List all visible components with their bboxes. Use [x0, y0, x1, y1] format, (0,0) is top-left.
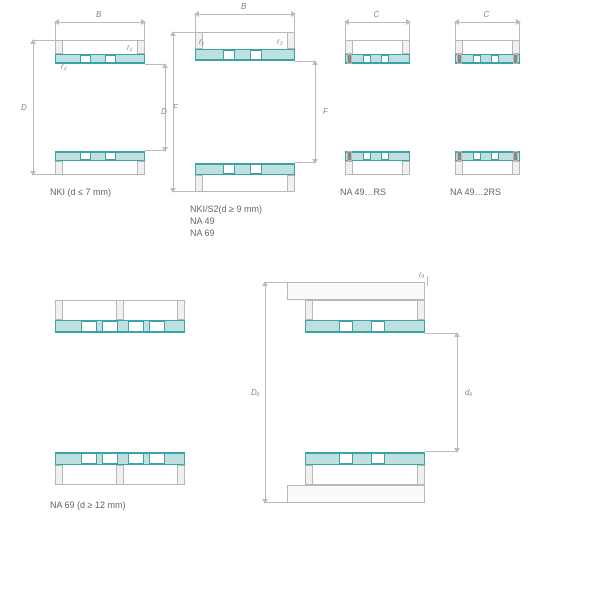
caption-fig2b: NA 49	[190, 216, 215, 226]
caption-fig2a: NKI/S2(d ≥ 9 mm)	[190, 204, 262, 214]
caption-fig2c: NA 69	[190, 228, 215, 238]
caption-fig5: NA 69 (d ≥ 12 mm)	[50, 500, 125, 510]
caption-fig3: NA 49…RS	[340, 187, 386, 197]
caption-fig4: NA 49…2RS	[450, 187, 501, 197]
caption-fig1: NKI (d ≤ 7 mm)	[50, 187, 111, 197]
